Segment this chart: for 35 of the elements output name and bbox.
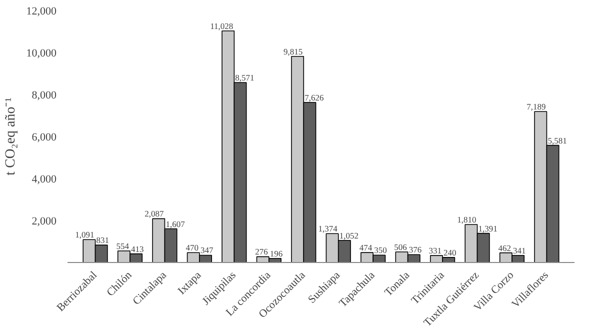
data-label: 1,391 (478, 223, 498, 234)
data-label: 470 (186, 242, 198, 253)
data-label: 350 (374, 245, 387, 256)
data-label: 2,087 (144, 208, 164, 219)
data-label: 554 (116, 240, 130, 251)
data-label: 5,581 (548, 135, 567, 146)
data-label: 506 (394, 242, 407, 252)
data-label: 1,052 (339, 230, 358, 240)
data-label: 8,571 (235, 72, 254, 83)
y-tick-label: 12,000 (26, 6, 57, 18)
y-axis-title: t CO₂eq año⁻¹ (3, 98, 18, 176)
data-label: 9,815 (284, 46, 303, 56)
y-tick-label: 4,000 (32, 174, 57, 186)
y-tick-label: 6,000 (32, 132, 57, 144)
data-label: 196 (270, 248, 283, 258)
data-label: 7,189 (526, 102, 546, 112)
data-label: 1,374 (318, 224, 338, 234)
data-label: 347 (200, 245, 214, 256)
data-label: 341 (512, 245, 526, 256)
data-label: 240 (444, 247, 456, 258)
data-label: 7,626 (304, 92, 324, 102)
data-label: 1,810 (457, 214, 476, 224)
y-tick-label: 8,000 (32, 90, 57, 102)
data-label: 1,607 (166, 218, 185, 229)
data-label: 276 (255, 246, 268, 257)
data-label: 462 (498, 242, 511, 253)
data-label: 1,091 (75, 230, 94, 240)
data-label: 376 (408, 244, 422, 255)
data-label: 11,028 (210, 20, 234, 31)
data-label: 831 (96, 235, 110, 246)
y-tick-label: 2,000 (32, 216, 57, 228)
data-label: 413 (131, 244, 144, 254)
y-tick-label: 10,000 (26, 48, 57, 60)
data-label: 331 (428, 246, 442, 256)
data-label: 474 (359, 242, 373, 253)
